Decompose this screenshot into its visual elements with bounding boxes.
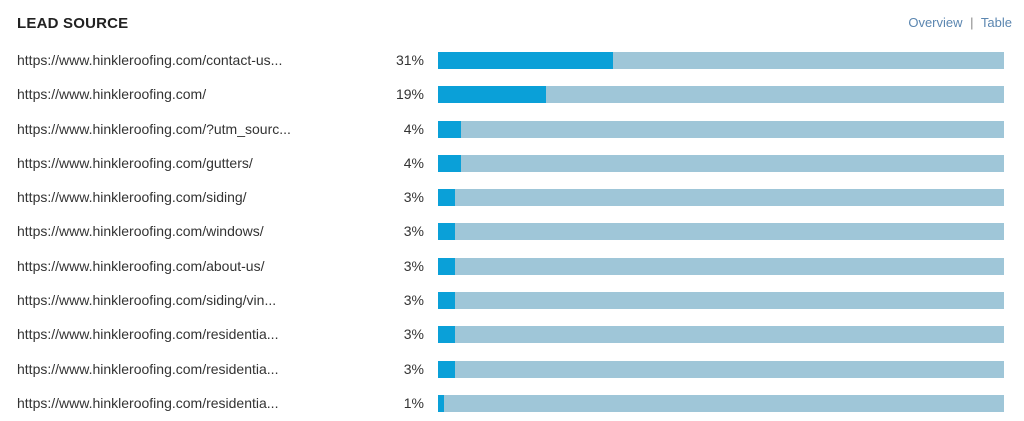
progress-fill [438, 360, 455, 378]
lead-source-percent: 4% [403, 154, 424, 171]
lead-source-label: https://www.hinkleroofing.com/windows/ [17, 223, 264, 240]
lead-source-label: https://www.hinkleroofing.com/ [17, 86, 207, 103]
lead-source-percent: 3% [403, 189, 424, 206]
lead-source-percent: 3% [403, 360, 424, 377]
progress-fill [438, 223, 455, 241]
lead-source-percent: 1% [403, 394, 424, 411]
lead-source-row: https://www.hinkleroofing.com/residentia… [0, 318, 1024, 352]
lead-source-percent: 3% [403, 223, 424, 240]
lead-source-percent: 3% [403, 257, 424, 274]
lead-source-row: https://www.hinkleroofing.com/windows/3% [0, 215, 1024, 249]
lead-source-label: https://www.hinkleroofing.com/siding/vin… [17, 292, 277, 309]
progress-track [438, 189, 1004, 207]
lead-source-label: https://www.hinkleroofing.com/?utm_sourc… [17, 120, 291, 137]
lead-source-label: https://www.hinkleroofing.com/about-us/ [17, 257, 265, 274]
progress-track [438, 394, 1004, 412]
link-separator: | [970, 15, 974, 30]
progress-fill [438, 154, 461, 172]
lead-source-row: https://www.hinkleroofing.com/contact-us… [0, 44, 1024, 78]
progress-fill [438, 189, 455, 207]
table-link[interactable]: Table [980, 15, 1012, 30]
progress-track [438, 292, 1004, 310]
progress-fill [438, 326, 455, 344]
progress-fill [438, 86, 546, 104]
progress-track [438, 326, 1004, 344]
lead-source-row: https://www.hinkleroofing.com/about-us/3… [0, 250, 1024, 284]
progress-fill [438, 292, 455, 310]
progress-fill [438, 120, 461, 138]
progress-track [438, 154, 1004, 172]
lead-source-label: https://www.hinkleroofing.com/residentia… [17, 360, 279, 377]
overview-link[interactable]: Overview [908, 15, 963, 30]
panel-title: LEAD SOURCE [17, 15, 129, 32]
lead-source-row: https://www.hinkleroofing.com/siding/vin… [0, 284, 1024, 318]
lead-source-percent: 19% [395, 86, 424, 103]
lead-source-percent: 4% [403, 120, 424, 137]
progress-track [438, 257, 1004, 275]
lead-source-list: https://www.hinkleroofing.com/contact-us… [0, 44, 1024, 421]
lead-source-percent: 31% [395, 52, 424, 68]
progress-fill [438, 52, 614, 69]
progress-track [438, 360, 1004, 378]
progress-track [438, 120, 1004, 138]
progress-fill [438, 257, 455, 275]
lead-source-label: https://www.hinkleroofing.com/gutters/ [17, 154, 253, 171]
lead-source-label: https://www.hinkleroofing.com/contact-us… [17, 52, 283, 68]
lead-source-row: https://www.hinkleroofing.com/gutters/4% [0, 147, 1024, 181]
lead-source-row: https://www.hinkleroofing.com/?utm_sourc… [0, 113, 1024, 147]
lead-source-percent: 3% [403, 326, 424, 343]
progress-track [438, 52, 1004, 69]
lead-source-row: https://www.hinkleroofing.com/19% [0, 78, 1024, 112]
lead-source-row: https://www.hinkleroofing.com/residentia… [0, 387, 1024, 421]
view-toggle: Overview | Table [908, 15, 1012, 30]
lead-source-label: https://www.hinkleroofing.com/siding/ [17, 189, 247, 206]
lead-source-percent: 3% [403, 292, 424, 309]
lead-source-label: https://www.hinkleroofing.com/residentia… [17, 326, 279, 343]
lead-source-row: https://www.hinkleroofing.com/residentia… [0, 353, 1024, 387]
progress-track [438, 223, 1004, 241]
lead-source-row: https://www.hinkleroofing.com/siding/3% [0, 181, 1024, 215]
progress-fill [438, 394, 444, 412]
progress-track [438, 86, 1004, 104]
lead-source-label: https://www.hinkleroofing.com/residentia… [17, 394, 279, 411]
